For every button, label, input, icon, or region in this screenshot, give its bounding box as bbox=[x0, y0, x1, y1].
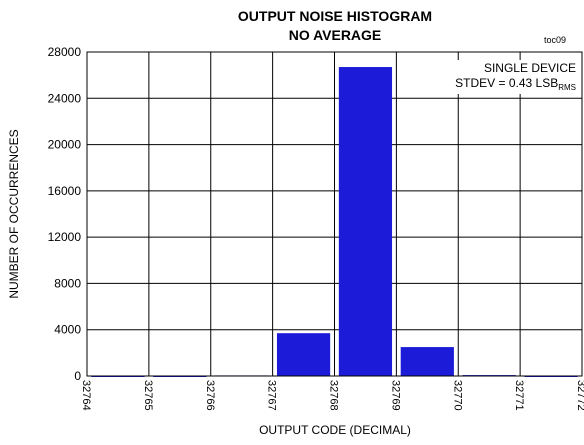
y-tick-label: 12000 bbox=[48, 230, 82, 244]
annotation: STDEV = 0.43 LSBRMS bbox=[455, 76, 576, 92]
y-axis-label: NUMBER OF OCCURRENCES bbox=[7, 129, 21, 298]
x-axis-label: OUTPUT CODE (DECIMAL) bbox=[259, 423, 411, 437]
x-tick-label: 32764 bbox=[80, 380, 92, 411]
x-tick-label: 32765 bbox=[142, 380, 154, 411]
chart-title: OUTPUT NOISE HISTOGRAM bbox=[238, 8, 432, 24]
x-tick-label: 32769 bbox=[389, 380, 401, 411]
annotation-text: STDEV = 0.43 LSB bbox=[455, 76, 558, 90]
x-tick-label: 32770 bbox=[451, 380, 463, 411]
bar bbox=[400, 347, 454, 376]
plot-frame bbox=[86, 51, 583, 377]
y-tick-label: 8000 bbox=[54, 276, 81, 290]
bar bbox=[276, 333, 331, 376]
y-tick-label: 28000 bbox=[48, 45, 82, 59]
y-tick-label: 24000 bbox=[48, 91, 82, 105]
annotation-box bbox=[442, 60, 578, 94]
y-tick-label: 20000 bbox=[48, 138, 82, 152]
x-tick-label: 32771 bbox=[513, 380, 525, 411]
chart-subtitle: NO AVERAGE bbox=[289, 27, 382, 43]
y-tick-label: 4000 bbox=[54, 323, 81, 337]
annotation: SINGLE DEVICE bbox=[484, 61, 576, 75]
annotation-subscript: RMS bbox=[558, 83, 576, 92]
y-tick-label: 0 bbox=[74, 369, 81, 383]
x-tick-label: 32767 bbox=[266, 380, 278, 411]
x-tick-label: 32766 bbox=[204, 380, 216, 411]
x-tick-label: 32768 bbox=[328, 380, 340, 411]
bar bbox=[338, 67, 393, 377]
y-tick-label: 16000 bbox=[48, 184, 82, 198]
x-tick-label: 32772 bbox=[575, 380, 584, 411]
figure-id: toc09 bbox=[544, 35, 566, 45]
